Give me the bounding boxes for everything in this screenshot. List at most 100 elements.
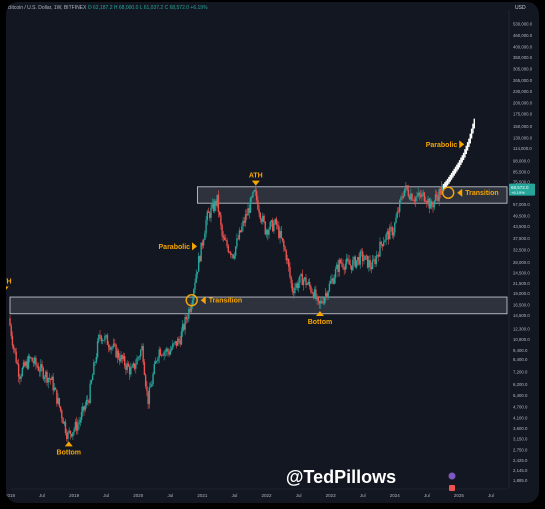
candle-body xyxy=(205,220,207,234)
candle-body xyxy=(294,287,296,294)
price-tick-label: 12,300.0 xyxy=(513,326,530,331)
candle-body xyxy=(66,433,68,439)
candle-body xyxy=(440,186,443,195)
right-arrow-icon xyxy=(459,140,465,149)
highlight-circle-icon xyxy=(442,186,455,199)
candle-body xyxy=(269,222,271,230)
candle-body xyxy=(299,275,301,283)
candle-body xyxy=(254,190,257,192)
candle-body xyxy=(329,280,332,284)
support-band xyxy=(9,296,508,315)
candle-body xyxy=(427,198,429,204)
candle-body xyxy=(157,357,159,362)
candle-body xyxy=(247,208,249,216)
candle-body xyxy=(151,384,153,387)
candle-body xyxy=(41,364,43,368)
annotation-label-down-arrow-4: ATH xyxy=(249,173,263,186)
candle-body xyxy=(310,286,312,292)
candle-body xyxy=(401,197,403,198)
candle-body xyxy=(73,429,75,433)
time-tick-label: 2018 xyxy=(6,493,16,498)
candle-body xyxy=(14,348,16,352)
candle-body xyxy=(391,227,394,236)
candle-body xyxy=(410,193,412,200)
candle-body xyxy=(223,237,226,240)
price-axis: 1,885.0 2,145.0 2,425.0 2,750.0 3,150.0 3,600… xyxy=(508,10,533,489)
candle-body xyxy=(131,366,133,368)
time-tick-label: Jul xyxy=(488,493,494,498)
candle-body xyxy=(62,417,64,424)
price-tick-label: 530,000.0 xyxy=(513,22,533,27)
price-chart[interactable]: ATH Bottom Parabolic Transition ATH Bottom Par… xyxy=(6,2,539,503)
candle-body xyxy=(111,346,114,348)
candle-body xyxy=(89,383,91,403)
annotation-label: ATH xyxy=(6,278,12,285)
candle-body xyxy=(222,235,225,238)
candle-body xyxy=(347,258,349,261)
candle-body xyxy=(285,250,287,261)
time-tick-label: 2020 xyxy=(133,493,144,498)
candle-body xyxy=(321,300,323,303)
candle-body xyxy=(183,324,185,330)
candle-body xyxy=(374,259,376,265)
candle-body xyxy=(327,291,329,298)
candle-body xyxy=(79,419,81,423)
candle-body xyxy=(316,296,318,300)
candle-body xyxy=(308,281,311,287)
candle-body xyxy=(38,370,41,372)
candle-body xyxy=(26,361,28,369)
candle-body xyxy=(167,348,169,352)
candle-body xyxy=(437,196,439,201)
candle-body xyxy=(48,377,51,379)
candle-body xyxy=(389,226,391,240)
projection-candle xyxy=(473,118,475,129)
candle-body xyxy=(214,200,216,212)
candle-body xyxy=(417,192,419,197)
candle-body xyxy=(270,220,273,223)
current-price-change: +6.19% xyxy=(511,190,525,195)
projection-candle xyxy=(472,123,474,134)
annotation-label: Parabolic xyxy=(159,244,191,251)
candle-body xyxy=(381,244,384,246)
projection-candle xyxy=(450,172,453,180)
candle-body xyxy=(251,196,253,198)
price-tick-label: 4,700.0 xyxy=(513,404,528,409)
candle-body xyxy=(49,378,52,380)
candle-body xyxy=(20,376,22,379)
candle-body xyxy=(376,254,379,256)
annotations: ATH Bottom Parabolic Transition ATH Bottom Par… xyxy=(6,140,499,456)
candle-body xyxy=(226,240,228,247)
candle-body xyxy=(365,255,368,257)
annotation-label-up-arrow-5: Bottom xyxy=(308,311,332,326)
candle-body xyxy=(416,196,418,198)
candle-body xyxy=(24,362,26,366)
projection-candle xyxy=(445,180,447,188)
candle-body xyxy=(241,226,243,233)
candle-body xyxy=(88,400,90,403)
candle-body xyxy=(237,238,239,240)
candle-body xyxy=(144,374,147,387)
candle-body xyxy=(57,397,59,404)
candle-body xyxy=(337,264,339,272)
candle-body xyxy=(415,197,417,202)
candle-body xyxy=(189,309,191,312)
candle-body xyxy=(141,346,143,351)
candle-body xyxy=(58,397,61,407)
candle-body xyxy=(9,318,11,326)
candle-body xyxy=(220,215,222,225)
candle-body xyxy=(322,302,324,304)
tradingview-tv-icon[interactable] xyxy=(448,472,456,492)
candle-body xyxy=(380,241,382,245)
candle-body xyxy=(72,432,74,437)
candle-body xyxy=(188,309,190,319)
price-tick-label: 21,500.0 xyxy=(513,281,530,286)
price-tick-label: 8,400.0 xyxy=(513,357,528,362)
candle-body xyxy=(439,189,442,195)
projection-candle xyxy=(446,178,449,186)
projection-candle xyxy=(456,164,458,172)
candle-body xyxy=(304,277,306,280)
candle-body xyxy=(342,263,344,268)
time-tick-label: 2024 xyxy=(390,493,401,498)
current-price-label: 68,572.0 xyxy=(511,185,529,190)
candle-body xyxy=(350,265,353,271)
